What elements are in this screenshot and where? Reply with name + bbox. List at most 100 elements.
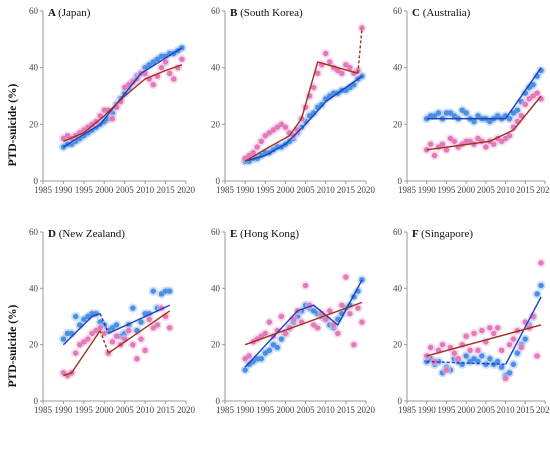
panel-b-pink-point xyxy=(266,130,273,136)
panel-f-ytick-label: 60 xyxy=(393,227,403,237)
panel-c-pink-trend-line xyxy=(426,95,542,151)
panel-d-pink-point xyxy=(154,322,161,328)
panel-b-pink-trend-line xyxy=(244,61,359,162)
panel-a-pink-point xyxy=(158,64,165,71)
panel-c-pink-point xyxy=(483,144,489,150)
panel-e-xtick-label: 1990 xyxy=(236,405,255,415)
panel-e-blue-point xyxy=(359,277,365,283)
panel-c-xtick-label: 2010 xyxy=(497,185,516,195)
panel-b-pink-point xyxy=(274,124,281,130)
panel-b-xtick-label: 2005 xyxy=(297,185,316,195)
panel-f-pink-point xyxy=(443,367,450,373)
panel-a-xtick-label: 1990 xyxy=(54,185,73,195)
panel-a-pink-trend-line xyxy=(63,64,183,142)
panel-f-title-letter: F xyxy=(412,228,421,240)
panel-f-pink-point xyxy=(534,353,540,359)
panel-e-pink-point xyxy=(266,319,273,325)
panel-d-ytick-label: 0 xyxy=(34,396,39,406)
panel-f-xtick-label: 2015 xyxy=(516,405,535,415)
panel-f-pink-point xyxy=(463,333,469,339)
panel-b-pink-point xyxy=(343,62,349,68)
panel-f-xtick-label: 2010 xyxy=(497,405,516,415)
panel-d-xtick-label: 1990 xyxy=(54,405,73,415)
panel-c-blue-point xyxy=(510,110,517,116)
panel-f-pink-point xyxy=(427,344,434,351)
panel-e-pink-point xyxy=(282,330,289,337)
panel-b-pink-point xyxy=(246,152,252,159)
panel-f-ytick-label: 20 xyxy=(393,340,403,350)
panel-b-xtick-label: 2015 xyxy=(337,185,356,195)
panel-b-ytick-label: 20 xyxy=(211,119,221,129)
panel-e-pink-point xyxy=(310,322,317,328)
panel-e-xtick-label: 2015 xyxy=(337,405,356,415)
panel-a-xtick-label: 1995 xyxy=(75,185,94,195)
panel-d-pink-point xyxy=(89,330,95,337)
panel-b-pink-point xyxy=(335,67,341,74)
panel-f-blue-point xyxy=(487,356,493,362)
panel-d-pink-point xyxy=(146,316,152,323)
panel-d-xtick-label: 1995 xyxy=(75,405,94,415)
panel-a-xtick-label: 2005 xyxy=(116,185,135,195)
panel-e: 0 20 40 60 1985 1990 1995 2000 2005 2010 2015 2020 E… xyxy=(211,227,376,415)
panel-e-ytick-label: 60 xyxy=(211,227,221,237)
panel-f-blue-point xyxy=(538,282,544,289)
panel-d-blue-point xyxy=(109,325,116,331)
panel-e-ytick-label: 40 xyxy=(211,283,221,293)
panel-f-blue-point xyxy=(522,336,528,342)
panel-b-xtick-label: 2010 xyxy=(317,185,336,195)
panel-f-xtick-label: 2000 xyxy=(457,405,476,415)
panel-a-pink-point xyxy=(122,84,128,91)
panel-b-ytick-label: 60 xyxy=(211,6,221,16)
panel-d-pink-point xyxy=(150,325,157,331)
panel-f-pink-point xyxy=(479,327,485,334)
panel-e-pink-point xyxy=(335,330,341,337)
panel-a-xtick-label: 1985 xyxy=(34,185,53,195)
panel-b-xtick-label: 2000 xyxy=(276,185,295,195)
panel-d-pink-point xyxy=(72,350,79,356)
panel-a-pink-point xyxy=(166,70,173,77)
panel-b-blue-point xyxy=(306,113,313,119)
panel-e-blue-point xyxy=(278,336,285,342)
panel-e-pink-point xyxy=(343,274,349,280)
panel-d-pink-point xyxy=(81,339,87,345)
panel-b-xtick-label: 1990 xyxy=(236,185,255,195)
panel-f-blue-point xyxy=(506,370,513,376)
panel-f-blue-point xyxy=(514,350,521,356)
panel-b-pink-point xyxy=(327,59,333,65)
panel-b-xtick-label: 2020 xyxy=(357,185,376,195)
panel-f-pink-point xyxy=(494,325,501,331)
panel-d-blue-trend-line xyxy=(62,313,101,346)
panel-c-pink-point xyxy=(506,132,513,139)
panel-f-pink-point xyxy=(439,341,446,348)
panel-d-pink-point xyxy=(93,327,99,334)
panel-d-ytick-label: 20 xyxy=(29,340,39,350)
panel-c-pink-point xyxy=(439,141,446,147)
panel-d-blue-point xyxy=(150,288,157,294)
panel-d-blue-point xyxy=(81,316,87,323)
ylabel-bottom: PTD-suicide (%) xyxy=(7,304,19,387)
panel-f-xtick-label: 1990 xyxy=(418,405,437,415)
panel-a-blue-trend-line xyxy=(63,47,183,148)
panel-b: 0 20 40 60 1985 1990 1995 2000 2005 2010 2015 2020 B… xyxy=(211,6,376,195)
panel-e-blue-point xyxy=(262,350,268,356)
panel-a-pink-point xyxy=(101,107,107,113)
panel-f-pink-point xyxy=(471,330,477,337)
panel-c-blue-point xyxy=(451,113,458,119)
panel-a: 0 20 40 60 1985 1990 1995 2000 2005 2010 2015 2020 A… xyxy=(29,6,196,195)
panel-d-pink-trend-dashed xyxy=(99,330,110,354)
panel-e-blue-point xyxy=(274,344,281,351)
panel-b-pink-point xyxy=(282,124,289,130)
panel-f-xtick-label: 1995 xyxy=(437,405,456,415)
panel-b-pink-point xyxy=(278,121,285,128)
panel-c-pink-point xyxy=(518,113,525,119)
panel-c-pink-point xyxy=(475,135,481,142)
panel-a-xtick-label: 2010 xyxy=(136,185,155,195)
panel-e-pink-point xyxy=(339,302,345,308)
panel-e-title: E (Hong Kong) xyxy=(230,228,299,240)
panel-c-xtick-label: 1990 xyxy=(418,185,437,195)
panel-d-title-country: (New Zealand) xyxy=(59,228,126,240)
panel-b-blue-trend-line xyxy=(244,75,363,162)
